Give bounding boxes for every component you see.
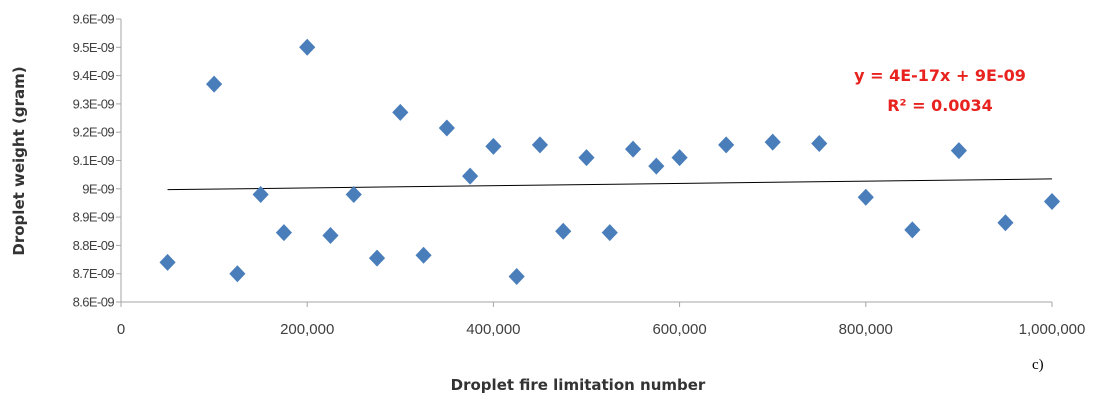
y-tick-label: 9.1E-09: [73, 153, 115, 168]
data-point: [485, 137, 502, 155]
data-point: [508, 268, 525, 286]
x-tick-label: 800,000: [839, 321, 893, 338]
y-axis: 8.6E-09 8.7E-09 8.8E-09 8.9E-09 9E-09 9.1E-09…: [73, 12, 122, 310]
data-point: [857, 188, 874, 206]
data-point: [368, 249, 386, 267]
data-point: [904, 221, 921, 239]
data-point: [531, 136, 549, 154]
data-point: [648, 157, 665, 175]
y-axis-title: Droplet weight (gram): [10, 66, 28, 255]
data-point: [624, 140, 642, 158]
data-point: [671, 149, 688, 167]
data-point: [415, 246, 432, 264]
y-tick-label: 8.7E-09: [73, 266, 115, 281]
y-tick-label: 8.9E-09: [73, 210, 115, 225]
data-point: [229, 265, 246, 283]
data-point: [555, 222, 572, 240]
data-points: [159, 38, 1061, 286]
panel-label: c): [1032, 357, 1044, 373]
trendline: [167, 178, 1053, 191]
data-point: [299, 38, 316, 56]
y-tick-label: 9.2E-09: [73, 125, 115, 140]
y-tick-label: 8.6E-09: [73, 295, 115, 310]
data-point: [252, 185, 269, 203]
data-point: [764, 133, 781, 151]
data-point: [392, 103, 409, 121]
data-point: [1043, 193, 1061, 211]
trendline-group: [167, 178, 1053, 191]
data-point: [997, 214, 1014, 232]
data-point: [206, 75, 223, 93]
trendline-equation: y = 4E-17x + 9E-09: [854, 66, 1026, 85]
data-point: [718, 136, 735, 154]
y-tick-label: 9.3E-09: [73, 96, 115, 111]
x-axis-title: Droplet fire limitation number: [451, 376, 706, 394]
data-point: [345, 185, 362, 203]
y-tick-label: 9.5E-09: [73, 40, 115, 55]
data-point: [322, 226, 339, 244]
y-tick-label: 9.6E-09: [73, 12, 115, 27]
x-tick-label: 600,000: [652, 321, 706, 338]
x-tick-label: 1,000,000: [1019, 321, 1086, 338]
x-tick-label: 400,000: [466, 321, 520, 338]
x-tick-label: 200,000: [280, 321, 334, 338]
data-point: [811, 135, 828, 153]
data-point: [462, 167, 479, 185]
y-tick-label: 9E-09: [82, 181, 114, 196]
data-point: [950, 142, 967, 160]
data-point: [159, 253, 176, 271]
data-point: [578, 149, 595, 167]
x-tick-label: 0: [117, 321, 125, 338]
trendline-r-squared: R² = 0.0034: [887, 96, 993, 115]
y-tick-label: 8.8E-09: [73, 238, 115, 253]
y-tick-label: 9.4E-09: [73, 68, 115, 83]
x-axis: 0 200,000 400,000 600,000 800,000 1,000,000: [117, 301, 1086, 338]
data-point: [601, 224, 618, 242]
data-point: [275, 224, 292, 242]
data-point: [438, 119, 455, 137]
